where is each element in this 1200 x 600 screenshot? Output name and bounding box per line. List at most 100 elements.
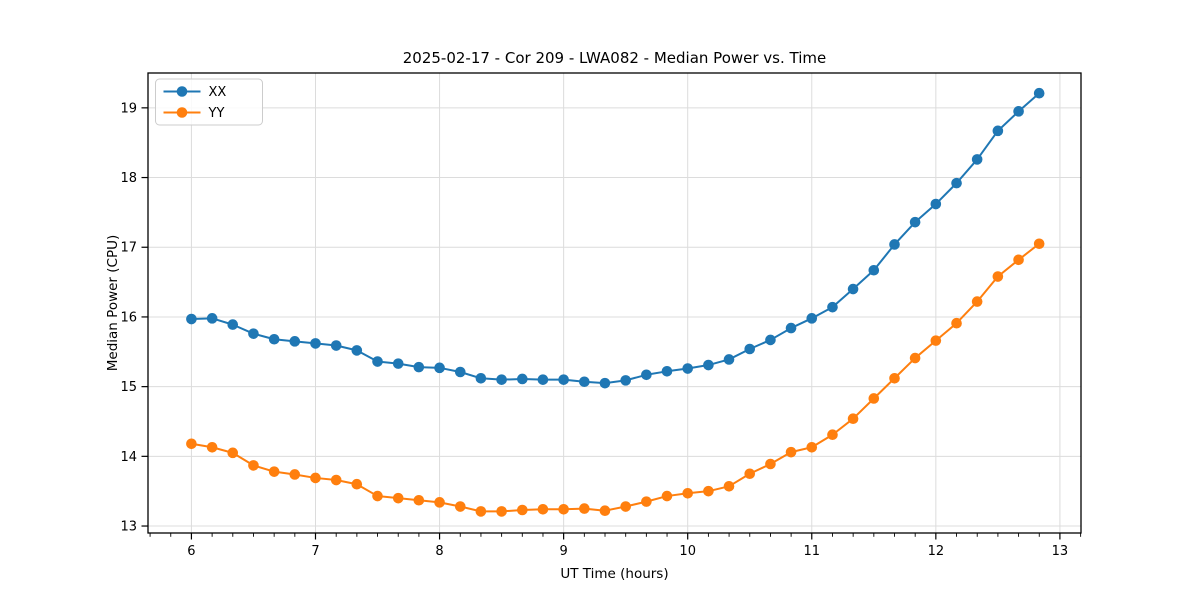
series-xx-marker: [351, 345, 363, 356]
series-xx-marker: [330, 340, 342, 351]
series-xx-marker: [765, 334, 776, 346]
series-xx-marker: [909, 216, 921, 228]
series-yy-marker: [827, 429, 838, 441]
series-xx-marker: [682, 363, 694, 374]
series-xx-marker: [703, 359, 714, 371]
series-xx-marker: [785, 322, 797, 334]
x-axis-label: UT Time (hours): [560, 566, 668, 582]
legend-marker-sample: [176, 107, 188, 118]
series-xx-marker: [372, 356, 383, 367]
series-yy-marker: [475, 506, 487, 517]
x-tick-label: 7: [311, 544, 319, 559]
legend-label: YY: [208, 106, 225, 121]
y-tick-label: 17: [120, 241, 137, 256]
series-yy-marker: [599, 505, 611, 516]
series-yy-marker: [682, 487, 694, 499]
series-yy-marker: [392, 492, 404, 504]
series-xx-marker: [517, 373, 528, 385]
series-xx-marker: [1033, 87, 1045, 99]
series-xx-marker: [992, 125, 1004, 137]
y-tick-label: 15: [120, 380, 137, 395]
series-xx-marker: [186, 313, 197, 325]
series-yy-marker: [454, 501, 466, 512]
chart-title: 2025-02-17 - Cor 209 - LWA082 - Median P…: [403, 49, 827, 67]
series-yy-marker: [951, 317, 962, 329]
series-yy-marker: [206, 441, 218, 453]
series-xx-marker: [268, 333, 280, 345]
axis-ticks: [141, 107, 1082, 540]
series-yy-marker: [806, 441, 818, 453]
series-yy-marker: [268, 466, 280, 477]
series-yy-marker: [517, 504, 528, 516]
series-yy-marker: [289, 469, 301, 480]
series-xx-marker: [723, 354, 735, 365]
legend: XX YY: [155, 78, 263, 126]
series-xx-marker: [847, 283, 859, 295]
series-yy-marker: [661, 490, 673, 502]
series-xx-marker: [599, 377, 611, 389]
series-yy-marker: [372, 490, 383, 502]
x-tick-label: 8: [435, 544, 443, 559]
series-layer: [186, 87, 1045, 517]
y-tick-label: 16: [120, 310, 137, 325]
series-xx-marker: [206, 313, 218, 324]
series-yy-marker: [620, 501, 631, 512]
series-yy-marker: [537, 504, 549, 515]
plot-border: [147, 72, 1082, 534]
series-yy-marker: [868, 393, 880, 404]
series-xx-marker: [227, 319, 239, 330]
series-xx-marker: [1013, 106, 1024, 117]
series-yy-marker: [744, 468, 756, 480]
series-yy-marker: [703, 485, 714, 497]
series-xx-marker: [661, 366, 673, 377]
x-tick-label: 12: [928, 544, 945, 559]
series-yy-marker: [909, 352, 921, 364]
series-yy-marker: [971, 296, 983, 307]
series-yy-marker: [248, 460, 259, 471]
series-yy-marker: [434, 497, 445, 508]
tick-labels: 6 7 8 9 10 11 12 13 13 14 15 16 17 18 19: [120, 101, 1068, 559]
series-xx-marker: [930, 198, 942, 210]
series-xx-marker: [889, 239, 900, 250]
series-yy-marker: [930, 335, 942, 346]
series-xx-marker: [641, 369, 652, 381]
series-yy-marker: [889, 372, 900, 384]
gridlines: [148, 73, 1081, 533]
series-xx-marker: [537, 374, 549, 385]
series-xx-marker: [971, 154, 983, 165]
series-xx-marker: [413, 361, 425, 373]
series-xx-marker: [454, 366, 466, 378]
series-xx-marker: [475, 372, 487, 384]
x-tick-label: 11: [803, 544, 820, 559]
series-yy-marker: [723, 481, 735, 492]
x-tick-label: 6: [187, 544, 195, 559]
series-xx-marker: [392, 358, 404, 369]
series-yy-marker: [1033, 238, 1045, 250]
series-yy-marker: [1013, 254, 1024, 266]
series-yy-marker: [641, 496, 652, 507]
y-tick-label: 19: [120, 101, 137, 116]
x-tick-label: 9: [559, 544, 567, 559]
series-yy-marker: [496, 506, 507, 517]
y-tick-label: 14: [120, 450, 137, 465]
series-yy-marker: [579, 503, 590, 514]
series-yy-marker: [351, 478, 363, 490]
series-yy-marker: [227, 447, 239, 459]
x-tick-label: 10: [679, 544, 696, 559]
series-yy-marker: [330, 474, 342, 486]
series-xx-marker: [248, 328, 259, 339]
series-xx-marker: [579, 376, 590, 388]
series-xx-marker: [289, 336, 301, 347]
series-xx-marker: [868, 264, 880, 276]
series-xx-marker: [744, 343, 756, 355]
series-yy-marker: [186, 438, 197, 450]
series-xx-marker: [806, 313, 818, 324]
series-xx-marker: [496, 374, 507, 385]
series-yy-marker: [992, 271, 1004, 282]
series-yy-marker: [785, 446, 797, 458]
series-xx-marker: [827, 301, 838, 313]
series-xx-marker: [434, 362, 445, 374]
series-xx-marker: [310, 338, 321, 349]
